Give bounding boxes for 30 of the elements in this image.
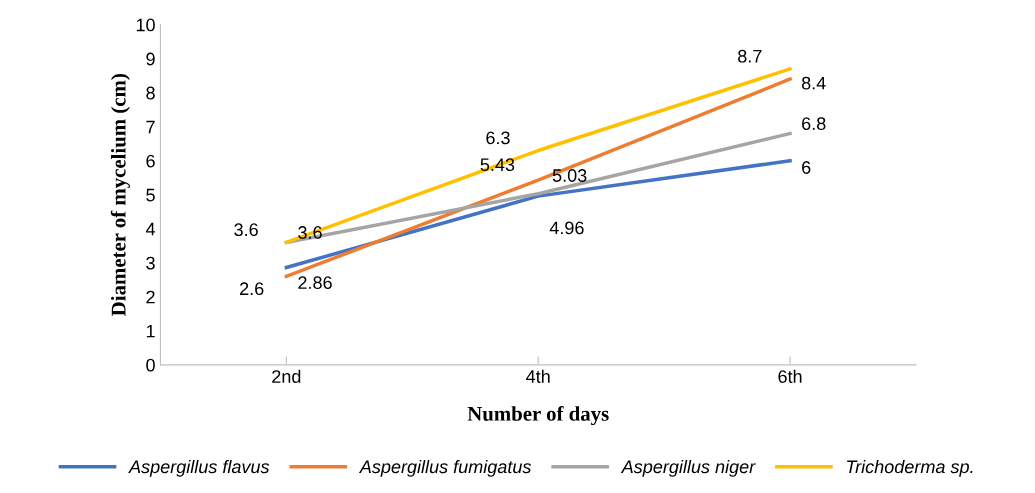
y-axis-title: Diameter of mycelium (cm): [110, 74, 130, 316]
y-tick-label: 8: [146, 86, 155, 100]
x-tick-label: 6th: [778, 369, 802, 383]
y-tick-label: 9: [146, 52, 155, 66]
data-label: 2.6: [240, 282, 264, 296]
y-tick-label: 7: [146, 120, 155, 134]
legend-label: Trichoderma sp.: [847, 459, 973, 477]
x-axis-title: Number of days: [467, 405, 609, 426]
y-tick-label: 3: [146, 256, 155, 270]
data-label: 2.86: [298, 276, 332, 290]
legend-label: Aspergillus flavus: [128, 459, 270, 477]
y-tick-label: 5: [146, 188, 155, 202]
data-label: 6: [802, 161, 811, 174]
data-label: 6.8: [802, 117, 826, 131]
y-tick-label: 1: [146, 324, 155, 338]
legend-label: Aspergillus niger: [620, 459, 756, 477]
x-tick-label: 2nd: [272, 369, 301, 383]
data-label: 5.03: [552, 169, 587, 182]
legend-label: Aspergillus fumigatus: [358, 459, 532, 477]
data-label: 6.3: [486, 131, 510, 145]
data-label: 4.96: [549, 221, 584, 235]
data-label: 8.7: [738, 49, 762, 63]
y-tick-label: 2: [146, 290, 155, 304]
data-label: 3.6: [234, 223, 258, 237]
y-tick-label: 0: [146, 358, 155, 372]
x-tick-label: 4th: [526, 369, 550, 383]
data-label: 8.4: [801, 76, 826, 90]
y-tick-label: 6: [146, 154, 155, 168]
y-tick-label: 10: [136, 18, 155, 32]
y-tick-label: 4: [145, 222, 156, 236]
